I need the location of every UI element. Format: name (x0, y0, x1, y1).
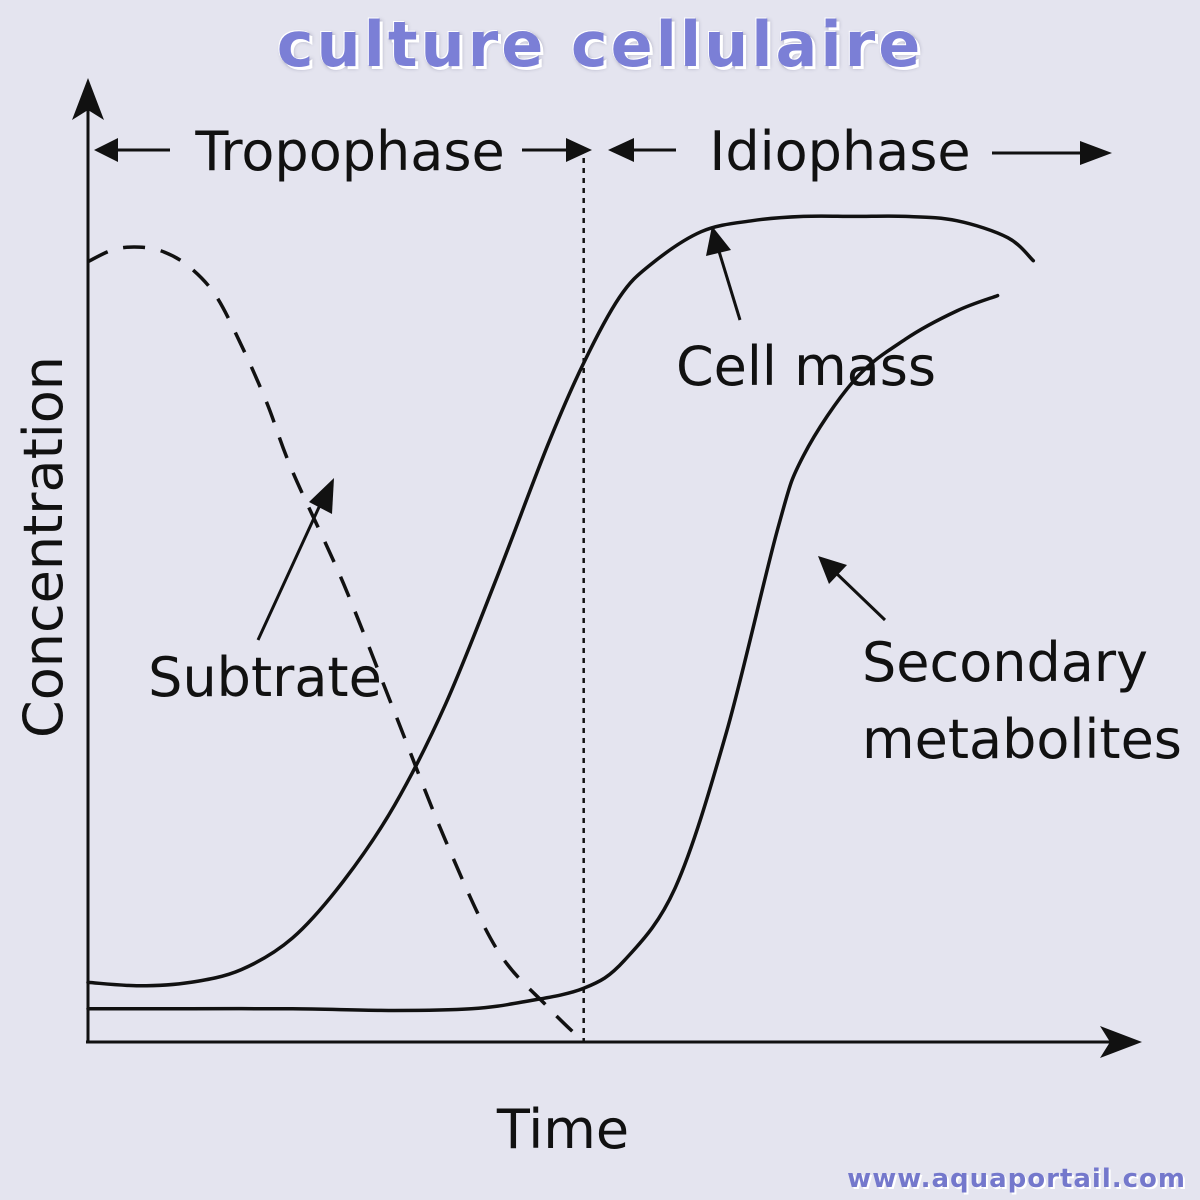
annotation-secondary: Secondary (862, 631, 1148, 694)
subtrate-annotation: Subtrate (148, 478, 382, 709)
y-axis-arrow (72, 78, 104, 120)
idiophase-marker: Idiophase (608, 120, 1112, 183)
chart-title: culture cellulaire (276, 8, 924, 81)
phase-label-idiophase: Idiophase (709, 120, 970, 183)
cell-mass-pointer-arrow (706, 226, 731, 256)
secondary-metabolites-pointer-arrow (818, 556, 847, 584)
subtrate-pointer-arrow (309, 478, 334, 514)
watermark-url: www.aquaportail.com (847, 1164, 1186, 1194)
tropophase-marker: Tropophase (94, 120, 592, 183)
y-axis-label: Concentration (12, 356, 75, 738)
annotation-subtrate: Subtrate (148, 646, 382, 709)
phase-label-tropophase: Tropophase (194, 120, 504, 183)
annotation-metabolites: metabolites (862, 708, 1182, 771)
annotation-cell-mass: Cell mass (676, 335, 936, 398)
x-axis-label: Time (496, 1098, 629, 1161)
x-axis-arrow (1100, 1026, 1142, 1058)
secondary-metabolites-annotation: Secondary metabolites (818, 556, 1182, 771)
series-line-secondary-metabolites (86, 293, 1000, 1013)
series-line-subtrate (87, 245, 585, 1044)
cell-mass-annotation: Cell mass (676, 226, 936, 398)
series-line-cell-mass (86, 214, 1036, 988)
